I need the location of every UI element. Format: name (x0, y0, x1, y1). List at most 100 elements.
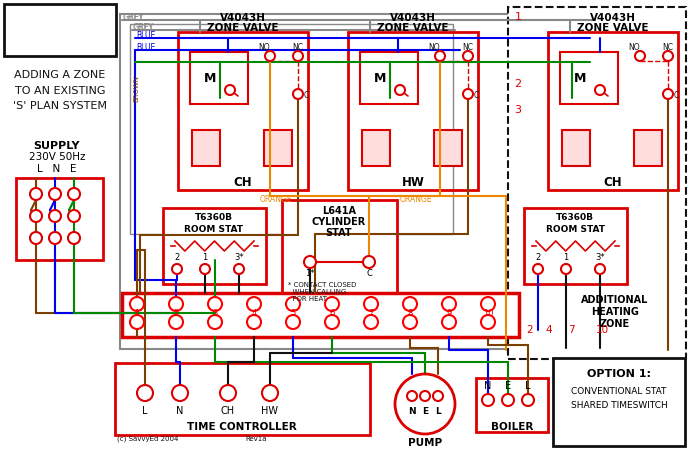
Circle shape (463, 89, 473, 99)
Text: SHARED TIMESWITCH: SHARED TIMESWITCH (571, 402, 667, 410)
Bar (163, 208, 266, 284)
Text: BOILER: BOILER (491, 422, 533, 432)
Text: 1: 1 (135, 308, 139, 317)
Text: N: N (408, 408, 416, 417)
Text: 1: 1 (515, 12, 522, 22)
Text: HW: HW (262, 406, 279, 416)
Text: N: N (177, 406, 184, 416)
Text: 10: 10 (595, 325, 609, 335)
Circle shape (30, 210, 42, 222)
Bar (120, 14, 592, 349)
Circle shape (442, 297, 456, 311)
Text: 2: 2 (515, 79, 522, 89)
Text: CH: CH (221, 406, 235, 416)
Circle shape (481, 297, 495, 311)
Text: C: C (366, 270, 372, 278)
Text: ROOM STAT: ROOM STAT (184, 225, 244, 234)
Text: V4043H: V4043H (390, 13, 436, 23)
Text: NC: NC (293, 44, 304, 52)
Text: Rev1a: Rev1a (245, 436, 266, 442)
Text: 5: 5 (290, 308, 295, 317)
Text: * CONTACT CLOSED
  WHEN CALLING
  FOR HEAT: * CONTACT CLOSED WHEN CALLING FOR HEAT (288, 282, 356, 302)
Text: 1: 1 (563, 254, 569, 263)
Circle shape (433, 391, 443, 401)
Text: CYLINDER: CYLINDER (312, 217, 366, 227)
Circle shape (533, 264, 543, 274)
Text: GREY: GREY (134, 23, 155, 32)
Circle shape (247, 297, 261, 311)
Text: PLUS: PLUS (38, 29, 82, 44)
Circle shape (522, 394, 534, 406)
Text: L641A: L641A (322, 206, 356, 216)
Bar (282, 200, 397, 305)
Text: NC: NC (462, 44, 473, 52)
Circle shape (293, 89, 303, 99)
Circle shape (403, 315, 417, 329)
Circle shape (635, 51, 645, 61)
Circle shape (68, 232, 80, 244)
Text: 7: 7 (368, 308, 374, 317)
Text: T6360B: T6360B (556, 213, 594, 222)
Circle shape (595, 264, 605, 274)
Circle shape (169, 297, 183, 311)
Circle shape (172, 264, 182, 274)
Circle shape (403, 297, 417, 311)
Bar (362, 130, 390, 166)
Text: 3: 3 (515, 105, 522, 115)
Text: 8: 8 (407, 308, 413, 317)
Text: C: C (473, 92, 479, 101)
Bar (360, 52, 418, 104)
Circle shape (325, 297, 339, 311)
Text: NO: NO (258, 44, 270, 52)
Text: ADDITIONAL: ADDITIONAL (581, 295, 649, 305)
Text: ZONE VALVE: ZONE VALVE (578, 23, 649, 33)
Text: ZONE VALVE: ZONE VALVE (377, 23, 448, 33)
Circle shape (304, 256, 316, 268)
Text: M: M (204, 72, 216, 85)
Text: ZONE VALVE: ZONE VALVE (207, 23, 279, 33)
Circle shape (200, 264, 210, 274)
Circle shape (561, 264, 571, 274)
Text: L: L (142, 406, 148, 416)
Text: 3*: 3* (595, 254, 605, 263)
Text: HEATING: HEATING (591, 307, 639, 317)
Circle shape (68, 210, 80, 222)
Text: BLUE: BLUE (136, 44, 155, 52)
Circle shape (502, 394, 514, 406)
Text: E: E (505, 381, 511, 391)
Bar (348, 32, 478, 190)
Bar (562, 130, 590, 166)
Text: M: M (574, 72, 586, 85)
Text: NO: NO (428, 44, 440, 52)
Text: E: E (422, 408, 428, 417)
Text: 7: 7 (568, 325, 574, 335)
Circle shape (595, 85, 605, 95)
Text: ORANGE: ORANGE (260, 195, 293, 204)
Text: L: L (525, 381, 531, 391)
Circle shape (395, 85, 405, 95)
Text: ORANGE: ORANGE (400, 195, 433, 204)
Text: 1: 1 (202, 254, 208, 263)
Circle shape (49, 210, 61, 222)
Text: V4043H: V4043H (220, 13, 266, 23)
Text: GREY: GREY (133, 22, 154, 31)
Circle shape (463, 51, 473, 61)
Text: M: M (374, 72, 386, 85)
Circle shape (130, 315, 144, 329)
Bar (178, 32, 308, 190)
Bar (264, 130, 292, 166)
Circle shape (49, 188, 61, 200)
Text: (c) SavvyEd 2004: (c) SavvyEd 2004 (117, 436, 179, 443)
Circle shape (407, 391, 417, 401)
Text: 230V 50Hz: 230V 50Hz (29, 152, 86, 162)
Circle shape (663, 51, 673, 61)
Circle shape (30, 232, 42, 244)
Text: 2: 2 (535, 254, 541, 263)
Circle shape (325, 315, 339, 329)
Bar (476, 378, 548, 432)
Circle shape (220, 385, 236, 401)
Circle shape (208, 297, 222, 311)
Text: ZONE: ZONE (600, 319, 630, 329)
Text: 2: 2 (175, 254, 179, 263)
Bar (190, 52, 248, 104)
